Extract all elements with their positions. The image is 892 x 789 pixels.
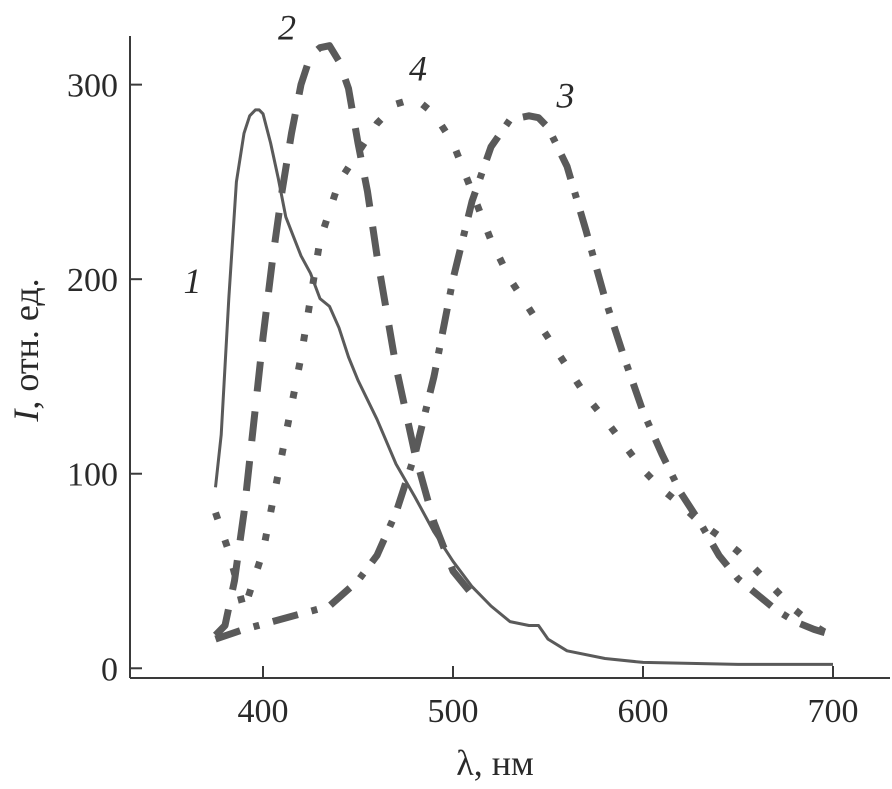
series-1-line <box>214 108 833 666</box>
y-axis-title-unit: , отн. ед. <box>6 278 46 409</box>
curves <box>212 42 835 666</box>
x-tick-label: 500 <box>428 693 479 730</box>
series-labels: 1 2 3 4 <box>184 8 575 301</box>
series-3-line <box>214 112 835 643</box>
series-4-line <box>212 94 835 641</box>
y-tick-label: 300 <box>67 68 118 105</box>
x-tick-label: 600 <box>618 693 669 730</box>
y-tick-label: 200 <box>67 262 118 299</box>
series-3-label: 3 <box>556 76 575 116</box>
y-axis-title-symbol: I <box>6 408 46 423</box>
x-tick-label: 700 <box>808 693 859 730</box>
series-2-line <box>212 42 475 638</box>
axes: 400 500 600 700 0 100 200 300 <box>67 36 890 730</box>
y-axis-title: I, отн. ед. <box>6 278 46 422</box>
x-axis-title: λ, нм <box>456 743 534 783</box>
y-tick-label: 100 <box>67 457 118 494</box>
x-tick-label: 400 <box>238 693 289 730</box>
series-4-label: 4 <box>409 48 427 88</box>
series-1-label: 1 <box>184 261 202 301</box>
series-2-label: 2 <box>278 8 296 48</box>
y-tick-label: 0 <box>101 651 118 688</box>
